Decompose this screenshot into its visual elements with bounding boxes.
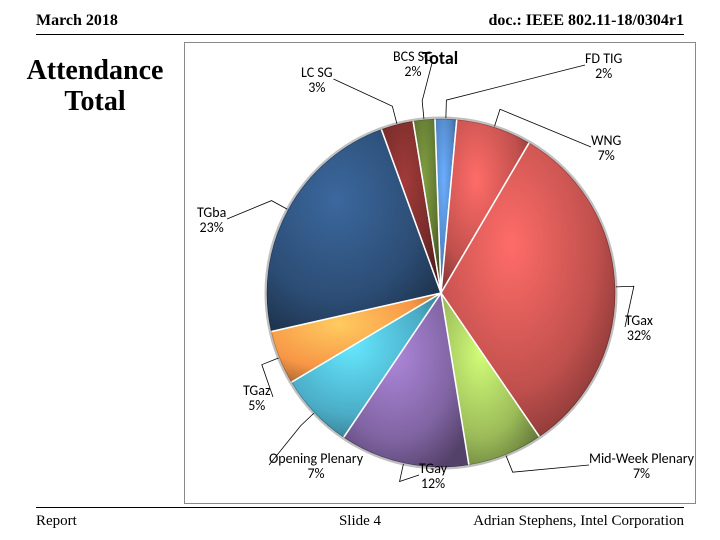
header-divider bbox=[36, 34, 684, 35]
slice-label: TGba23% bbox=[197, 205, 226, 236]
slice-label-pct: 3% bbox=[308, 79, 325, 96]
slice-label-pct: 32% bbox=[627, 327, 651, 344]
pie-svg bbox=[185, 43, 697, 505]
pie-chart: Total FD TIG2%WNG7%TGax32%Mid-Week Plena… bbox=[184, 42, 696, 504]
slice-label-pct: 7% bbox=[307, 465, 324, 482]
slice-label: Opening Plenary7% bbox=[269, 451, 363, 482]
slice-label: TGay12% bbox=[419, 461, 447, 492]
slice-label-pct: 2% bbox=[595, 65, 612, 82]
slice-label: Mid-Week Plenary7% bbox=[589, 451, 694, 482]
footer-right: Adrian Stephens, Intel Corporation bbox=[473, 513, 684, 530]
slice-label-pct: 5% bbox=[248, 397, 265, 414]
slice-label-pct: 7% bbox=[598, 147, 615, 164]
slice-label-pct: 23% bbox=[200, 219, 224, 236]
slice-label: FD TIG2% bbox=[585, 51, 622, 82]
slice-label-pct: 12% bbox=[421, 475, 445, 492]
slice-label: BCS SG2% bbox=[393, 49, 433, 80]
slice-label-pct: 2% bbox=[404, 63, 421, 80]
footer-left: Report bbox=[36, 513, 77, 530]
leader-line bbox=[334, 79, 397, 124]
footer-divider bbox=[36, 507, 684, 508]
slice-label: TGax32% bbox=[625, 313, 653, 344]
slice-label: TGaz5% bbox=[243, 383, 271, 414]
leader-line bbox=[446, 65, 585, 118]
slice-label: LC SG3% bbox=[301, 65, 333, 96]
leader-line bbox=[227, 201, 287, 219]
page-title: Attendance Total bbox=[6, 56, 184, 118]
slice-label: WNG7% bbox=[591, 133, 621, 164]
header-doc-id: doc.: IEEE 802.11-18/0304r1 bbox=[488, 12, 684, 30]
leader-line bbox=[506, 455, 589, 472]
header-date: March 2018 bbox=[36, 12, 118, 30]
slice-label-pct: 7% bbox=[633, 465, 650, 482]
footer-center: Slide 4 bbox=[339, 513, 381, 530]
